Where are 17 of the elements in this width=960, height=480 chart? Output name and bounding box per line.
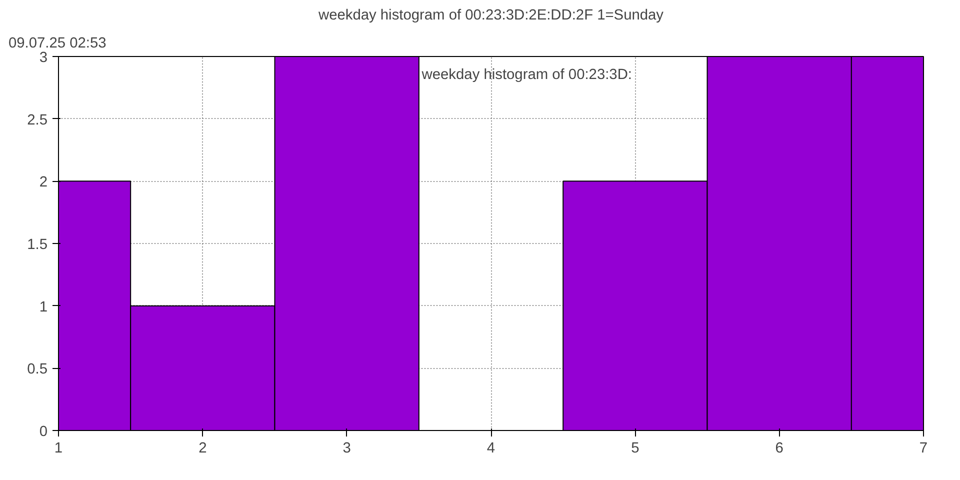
y-tick-label: 3 <box>39 50 48 66</box>
x-tick-label: 6 <box>775 440 784 456</box>
x-tick-label: 4 <box>486 440 496 456</box>
x-tick-label: 5 <box>631 440 640 456</box>
x-tick-label: 2 <box>198 440 207 456</box>
x-tick-label: 3 <box>342 440 351 456</box>
series-label: weekday histogram of 00:23:3D: <box>420 67 632 84</box>
y-tick-label: 1.5 <box>27 237 48 253</box>
y-tick-label: 1 <box>39 299 48 316</box>
y-tick-label: 2.5 <box>27 112 48 128</box>
chart-title: weekday histogram of 00:23:3D:2E:DD:2F 1=Sunday <box>317 8 664 24</box>
y-tick-label: 0.5 <box>27 362 48 378</box>
y-tick-label: 2 <box>39 174 48 191</box>
text: 09.07.25 02:53 <box>8 36 106 52</box>
x-tick-label: 7 <box>919 440 928 456</box>
x-tick-label: 1 <box>54 440 63 456</box>
y-tick-label: 0 <box>39 424 48 440</box>
